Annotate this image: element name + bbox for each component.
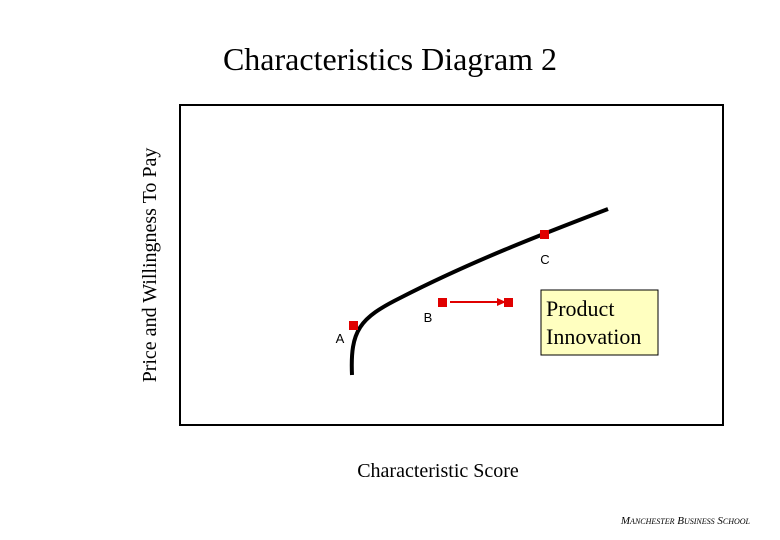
point-c xyxy=(540,230,549,239)
callout-text: Innovation xyxy=(546,324,641,349)
callout-box xyxy=(540,289,659,356)
footer: Manchester Business School xyxy=(620,515,751,527)
y-axis-label: Price and Willingness To Pay xyxy=(139,148,161,383)
curve xyxy=(349,207,609,376)
point-b-new xyxy=(504,298,513,307)
point-label: C xyxy=(540,252,549,267)
plot-frame xyxy=(179,104,724,426)
point-label: A xyxy=(336,331,345,346)
title: Characteristics Diagram 2 xyxy=(223,41,557,77)
point-a xyxy=(349,321,358,330)
x-axis-label: Characteristic Score xyxy=(357,460,519,482)
point-label: B xyxy=(424,310,433,325)
point-b xyxy=(438,298,447,307)
arrow-head xyxy=(497,298,506,306)
callout-text: Product xyxy=(546,296,614,321)
